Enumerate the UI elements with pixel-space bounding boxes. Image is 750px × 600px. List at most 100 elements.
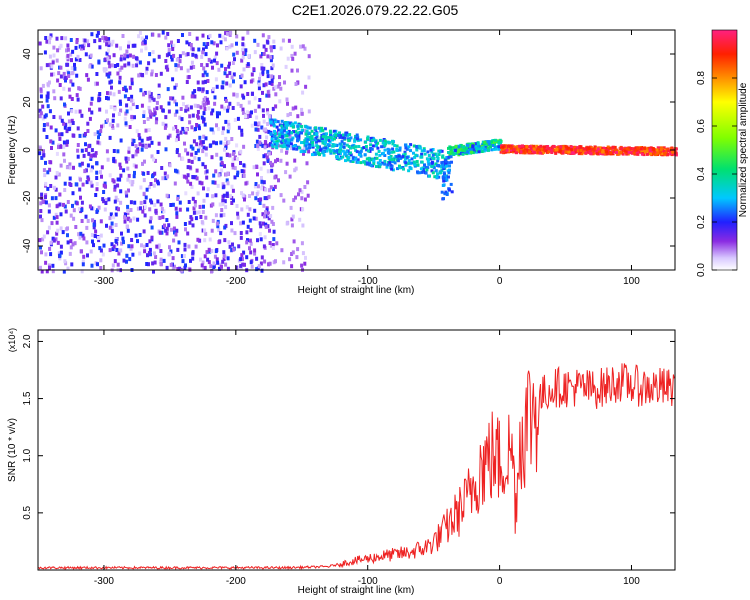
spectrogram-cell [206, 79, 210, 83]
spectrogram-cell [438, 150, 442, 154]
spectrogram-cell [566, 146, 570, 150]
spectrogram-cell [64, 261, 68, 266]
spectrogram-cell [108, 216, 112, 221]
spectrogram-cell [137, 133, 141, 138]
spectrogram-cell [201, 73, 205, 78]
spectrogram-cell [221, 80, 225, 85]
spectrogram-cell [262, 83, 266, 88]
spectrogram-cell [262, 44, 266, 49]
spectrogram-cell [409, 143, 413, 147]
spectrogram-cell [48, 80, 51, 85]
spectrogram-cell [112, 53, 116, 58]
spectrogram-cell [117, 207, 120, 212]
spectrogram-cell [477, 150, 481, 154]
spectrogram-cell [63, 204, 67, 209]
spectrogram-cell [164, 115, 168, 120]
spectrogram-cell [239, 263, 243, 268]
spectrogram-cell [310, 129, 314, 133]
spectrogram-cell [96, 262, 99, 267]
spectrogram-cell [261, 108, 265, 113]
spectrogram-cell [290, 131, 294, 135]
spectrogram-cell [285, 146, 289, 150]
spectrogram-cell [420, 170, 424, 174]
spectrogram-cell [67, 111, 70, 116]
spectrogram-cell [228, 44, 232, 49]
spectrogram-cell [295, 255, 299, 260]
spectrogram-cell [149, 114, 153, 119]
spectrogram-cell [629, 147, 633, 150]
spectrogram-cell [236, 215, 240, 220]
spectrogram-cell [310, 137, 314, 141]
spectrogram-cell [447, 151, 450, 154]
spectrogram-cell [54, 237, 58, 242]
spectrogram-cell [167, 101, 171, 106]
snr-x-axis-label: Height of straight line (km) [298, 585, 415, 596]
spectrogram-cell [251, 91, 254, 96]
spectrogram-cell [66, 62, 70, 67]
spectrogram-cell [102, 199, 106, 204]
spectrogram-cell [222, 257, 226, 261]
spectrogram-cell [312, 152, 316, 156]
snr-panel: -300 -200 -100 0 100 0.51.01.52.0 Height of … [7, 328, 676, 596]
spectrogram-cell [219, 140, 223, 145]
spectrogram-cell [211, 218, 215, 223]
spectrogram-cell [233, 118, 237, 122]
spectrogram-cell [528, 150, 532, 154]
spectrogram-cell [110, 229, 114, 234]
spectrogram-cell [377, 150, 381, 153]
spectrogram-cell [130, 77, 134, 82]
spectrogram-cell [408, 165, 412, 169]
spectrogram-cell [70, 109, 74, 114]
spectrogram-cell [625, 147, 629, 151]
spectrogram-cell [341, 149, 345, 153]
spectrogram-cell [278, 82, 282, 86]
spectrogram-cell [391, 142, 395, 146]
spectrogram-cell [231, 162, 235, 167]
snr-y-ticks: 0.51.01.52.0 [22, 334, 675, 520]
spectrogram-cell [474, 144, 478, 148]
spectrogram-cell [241, 55, 245, 60]
spectrogram-cell [266, 40, 270, 45]
spectrogram-cell [166, 87, 170, 92]
spectrogram-cell [97, 60, 101, 65]
spectrogram-cell [279, 46, 283, 51]
spectrogram-cell [144, 145, 148, 149]
spectrogram-cell [102, 123, 105, 128]
spectrogram-cell [201, 87, 205, 92]
spectrogram-cell [180, 117, 184, 122]
spectrogram-cell [211, 87, 215, 92]
spectrogram-cell [231, 165, 235, 170]
spectrogram-cell [59, 226, 63, 231]
spectrogram-cell [168, 133, 172, 138]
colorbar-tick-label: 0.2 [696, 215, 707, 229]
spectrogram-cell [43, 173, 47, 178]
spectrogram-cell [342, 142, 346, 146]
spectrogram-cell [155, 100, 159, 105]
spectrogram-cell [296, 139, 299, 143]
spectrogram-cell [157, 54, 161, 59]
spectrogram-cell [290, 138, 294, 142]
spectrogram-cell [518, 144, 521, 148]
spectrogram-cell [342, 145, 346, 149]
spectrogram-cell [240, 207, 244, 212]
spectrogram-cell [398, 164, 401, 168]
spectrogram-cell [365, 161, 369, 165]
spectrogram-cell [282, 134, 286, 138]
spectrogram-cell [148, 219, 152, 224]
spectrogram-cell [255, 267, 259, 272]
spectrogram-cell [74, 45, 78, 50]
spectrogram-cell [141, 73, 144, 77]
spectrogram-cell [71, 242, 75, 247]
spectrogram-cell [175, 135, 179, 140]
spectrogram-cell [596, 147, 600, 151]
spectrogram-cell [205, 169, 209, 174]
spectrogram-cell [86, 77, 90, 82]
spectrogram-cell [322, 132, 326, 136]
spectrogram-cell [300, 107, 304, 112]
spectrogram-cell [549, 148, 553, 152]
spectrogram-cell [523, 145, 527, 149]
spectrogram-cell [255, 139, 259, 144]
spectrogram-cell [435, 155, 439, 159]
spectrogram-cell [44, 195, 47, 200]
